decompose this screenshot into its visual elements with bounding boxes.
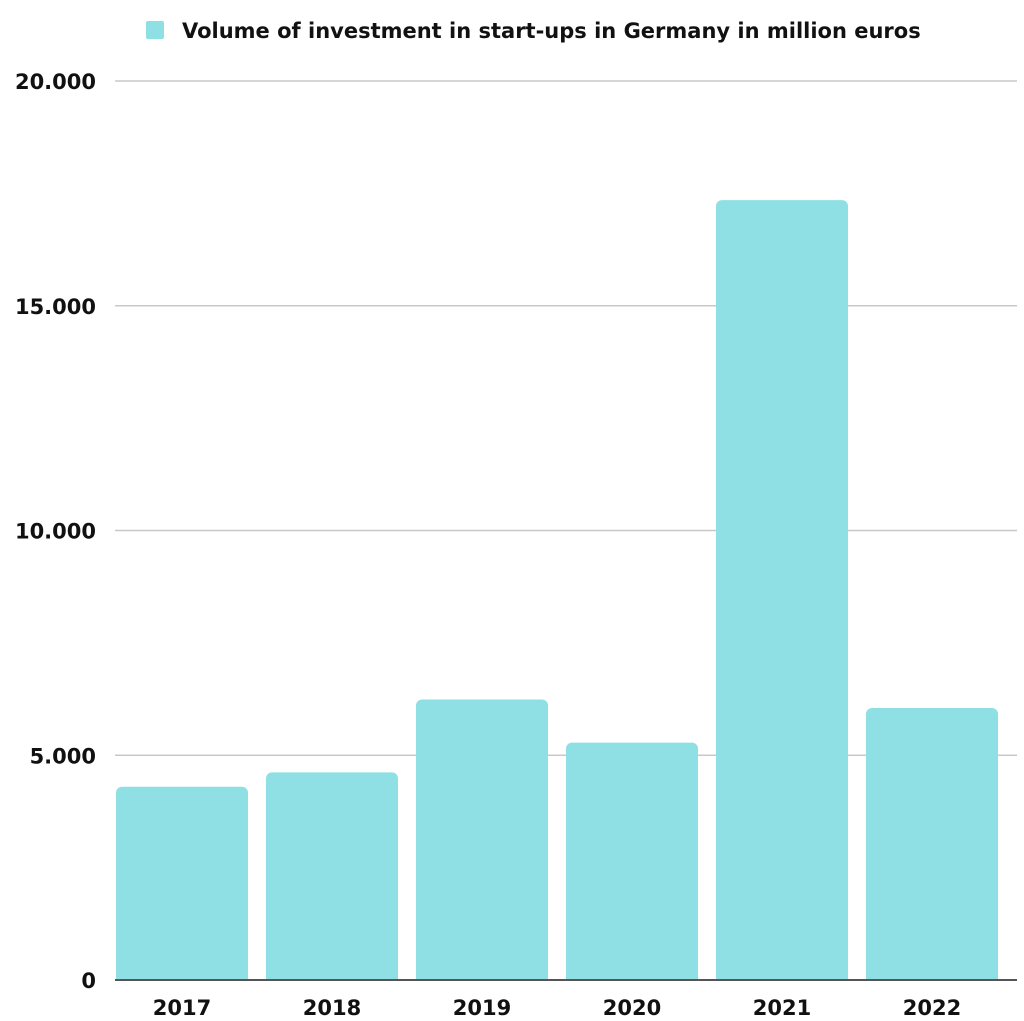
bar: [866, 708, 998, 980]
y-tick-label: 15.000: [15, 295, 96, 319]
x-tick-label: 2017: [153, 996, 211, 1020]
bar: [716, 200, 848, 980]
gridlines: [115, 80, 1017, 756]
y-tick-label: 5.000: [30, 744, 96, 768]
bar-base: [716, 972, 848, 980]
y-axis-tick-labels: 0 5.000 10.000 15.000 20.000: [15, 70, 96, 993]
x-tick-label: 2022: [903, 996, 961, 1020]
y-tick-label: 20.000: [15, 70, 96, 94]
bars: [116, 200, 998, 980]
bar-base: [866, 972, 998, 980]
bar: [416, 699, 548, 980]
legend: Volume of investment in start-ups in Ger…: [146, 19, 921, 43]
bar: [116, 786, 248, 980]
x-tick-label: 2020: [603, 996, 661, 1020]
x-tick-label: 2021: [753, 996, 811, 1020]
x-tick-label: 2018: [303, 996, 361, 1020]
legend-label: Volume of investment in start-ups in Ger…: [182, 19, 921, 43]
bar-base: [266, 972, 398, 980]
bar-base: [566, 972, 698, 980]
bar: [566, 742, 698, 980]
bar: [266, 772, 398, 980]
x-axis-tick-labels: 2017 2018 2019 2020 2021 2022: [153, 996, 961, 1020]
legend-swatch: [146, 21, 164, 39]
y-tick-label: 10.000: [15, 520, 96, 544]
bar-base: [416, 972, 548, 980]
y-tick-label: 0: [81, 969, 96, 993]
bar-base: [116, 972, 248, 980]
x-tick-label: 2019: [453, 996, 511, 1020]
